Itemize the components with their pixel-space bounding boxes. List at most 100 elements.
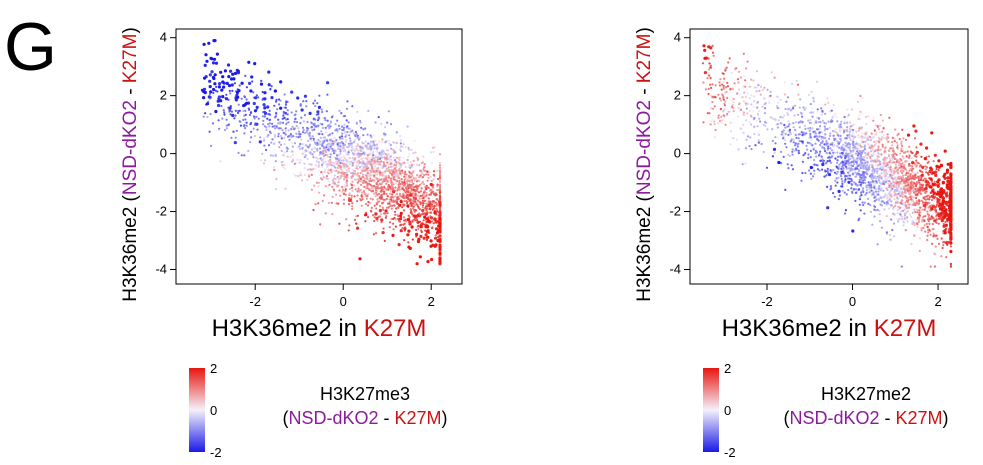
data-point [845, 165, 848, 168]
data-point [379, 205, 382, 208]
data-point [724, 69, 727, 72]
data-point [380, 165, 383, 168]
data-point [792, 122, 795, 125]
data-point [790, 164, 793, 167]
data-point [904, 229, 908, 232]
data-point [282, 121, 285, 124]
data-point [385, 182, 388, 185]
data-point [345, 159, 348, 162]
data-point [893, 157, 897, 161]
data-point [849, 121, 852, 124]
colorbar-subtitle-part-1: NSD-dKO2 [288, 408, 378, 428]
data-point [283, 163, 286, 166]
data-point [353, 158, 356, 161]
data-point [765, 166, 769, 169]
data-point [920, 229, 923, 232]
data-point [384, 212, 387, 215]
data-point [792, 126, 795, 129]
data-point [795, 149, 798, 152]
data-point [310, 121, 313, 124]
data-point [729, 88, 732, 91]
data-point [803, 124, 806, 127]
colorbar [189, 368, 205, 452]
data-point [342, 198, 346, 201]
data-point [327, 145, 330, 148]
data-point [361, 170, 364, 173]
data-point [837, 198, 840, 201]
data-point [367, 142, 370, 145]
data-point [275, 100, 278, 103]
data-point [869, 204, 872, 207]
data-point [305, 149, 308, 152]
data-point [839, 123, 842, 126]
data-point [327, 172, 330, 175]
data-point [911, 151, 914, 155]
data-point [899, 187, 903, 190]
data-point [791, 168, 795, 171]
data-point [812, 130, 815, 133]
data-point [436, 189, 439, 192]
data-point [249, 140, 252, 144]
data-point [866, 173, 869, 176]
data-point [893, 198, 896, 201]
data-point [321, 172, 324, 176]
data-point [900, 177, 903, 180]
data-point [403, 219, 406, 222]
data-point [438, 247, 442, 252]
data-point [885, 215, 888, 218]
data-point [867, 202, 870, 205]
data-point [398, 176, 401, 179]
data-point [758, 89, 761, 92]
data-point [378, 140, 381, 143]
data-point [403, 222, 406, 225]
data-point [422, 219, 425, 222]
data-point [290, 111, 293, 114]
data-point [725, 90, 728, 93]
data-point [750, 123, 753, 126]
data-point [296, 121, 299, 124]
data-point [828, 137, 831, 140]
data-point [704, 88, 708, 91]
data-point [829, 188, 832, 191]
data-point [398, 192, 402, 195]
data-point [835, 115, 838, 118]
data-point [355, 145, 358, 148]
data-point [933, 265, 937, 268]
data-point [937, 169, 940, 172]
data-point [317, 105, 321, 109]
data-point [933, 180, 936, 183]
data-point [358, 185, 361, 188]
data-point [873, 169, 876, 172]
data-point [407, 187, 410, 190]
data-point [324, 153, 327, 157]
data-point [329, 161, 332, 164]
data-point [394, 213, 397, 216]
data-point [388, 221, 392, 224]
data-point [336, 166, 339, 170]
data-point [738, 109, 741, 112]
data-point [888, 161, 891, 164]
data-point [900, 140, 903, 143]
data-point [347, 170, 350, 173]
data-point [433, 146, 437, 149]
data-point [303, 162, 306, 165]
data-point [821, 140, 824, 143]
data-point [797, 121, 800, 124]
data-point [362, 179, 365, 182]
data-point [837, 142, 841, 145]
data-point [706, 112, 709, 115]
data-point [893, 190, 896, 193]
data-point [859, 144, 862, 147]
data-point [843, 148, 846, 151]
data-point [399, 229, 403, 233]
data-point [763, 97, 766, 100]
data-point [306, 178, 309, 181]
data-point [779, 98, 782, 101]
data-point [324, 149, 327, 152]
data-point [749, 114, 753, 117]
data-point [883, 161, 886, 164]
data-point [865, 122, 868, 125]
data-point [918, 249, 921, 252]
data-point [835, 177, 838, 180]
data-point [275, 125, 278, 128]
